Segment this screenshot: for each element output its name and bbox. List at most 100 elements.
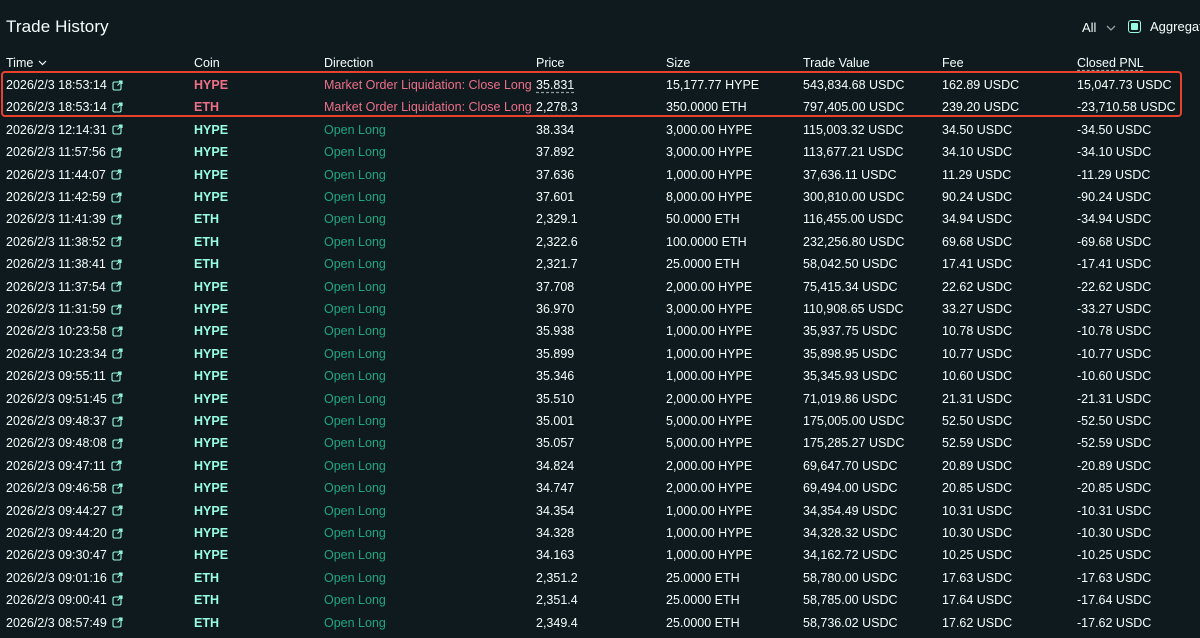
size-cell: 2,000.00 HYPE bbox=[666, 279, 753, 294]
direction-cell: Open Long bbox=[324, 481, 386, 496]
aggregate-toggle[interactable]: Aggregate bbox=[1128, 19, 1200, 34]
trade-time-cell: 2026/2/3 09:44:27 bbox=[6, 504, 123, 518]
external-link-icon[interactable] bbox=[111, 214, 122, 225]
size-cell: 25.0000 ETH bbox=[666, 615, 740, 630]
table-row: 2026/2/3 11:37:54 HYPE Open Long 37.708 2,00… bbox=[0, 276, 1200, 298]
fee-cell: 11.29 USDC bbox=[942, 167, 1012, 182]
coin-cell[interactable]: ETH bbox=[194, 212, 219, 227]
price-cell: 38.334 bbox=[536, 122, 575, 137]
coin-cell[interactable]: ETH bbox=[194, 615, 219, 630]
external-link-icon[interactable] bbox=[111, 236, 122, 247]
coin-cell[interactable]: ETH bbox=[194, 100, 219, 115]
column-header-price[interactable]: Price bbox=[536, 56, 565, 70]
coin-cell[interactable]: HYPE bbox=[194, 167, 229, 182]
trade-time: 2026/2/3 11:42:59 bbox=[6, 190, 106, 204]
size-cell: 25.0000 ETH bbox=[666, 570, 740, 585]
table-row: 2026/2/3 10:23:58 HYPE Open Long 35.938 1,00… bbox=[0, 320, 1200, 342]
price-cell: 2,351.4 bbox=[536, 593, 578, 608]
external-link-icon[interactable] bbox=[111, 191, 122, 203]
column-header-time-label: Time bbox=[6, 56, 34, 70]
column-header-trade-value[interactable]: Trade Value bbox=[803, 56, 870, 70]
external-link-icon[interactable] bbox=[111, 281, 122, 292]
table-row: 2026/2/3 11:44:07 HYPE Open Long 37.636 1,00… bbox=[0, 164, 1200, 186]
fee-cell: 34.50 USDC bbox=[942, 122, 1013, 137]
coin-cell[interactable]: ETH bbox=[194, 593, 219, 608]
closed-pnl-cell: -21.31 USDC bbox=[1077, 391, 1152, 406]
coin-cell[interactable]: HYPE bbox=[194, 302, 229, 316]
external-link-icon[interactable] bbox=[112, 483, 123, 494]
column-header-fee[interactable]: Fee bbox=[942, 56, 964, 70]
external-link-icon[interactable] bbox=[112, 527, 123, 539]
closed-pnl-cell: -10.30 USDC bbox=[1077, 526, 1152, 540]
closed-pnl-cell: -20.89 USDC bbox=[1077, 458, 1152, 473]
table-row: 2026/2/3 11:41:39 ETH Open Long 2,329.1 50.0… bbox=[0, 208, 1200, 230]
coin-cell[interactable]: HYPE bbox=[194, 346, 229, 361]
external-link-icon[interactable] bbox=[112, 79, 123, 91]
column-header-time[interactable]: Time bbox=[6, 56, 47, 70]
coin-cell[interactable]: HYPE bbox=[194, 391, 229, 406]
external-link-icon[interactable] bbox=[111, 371, 122, 382]
column-header-size[interactable]: Size bbox=[666, 56, 691, 70]
external-link-icon[interactable] bbox=[111, 303, 122, 315]
closed-pnl-cell: -17.62 USDC bbox=[1077, 615, 1152, 630]
coin-cell[interactable]: HYPE bbox=[194, 548, 229, 563]
external-link-icon[interactable] bbox=[111, 147, 122, 158]
direction-cell: Open Long bbox=[324, 212, 386, 227]
external-link-icon[interactable] bbox=[112, 415, 123, 427]
coin-cell[interactable]: HYPE bbox=[194, 190, 229, 204]
external-link-icon[interactable] bbox=[112, 595, 123, 606]
fee-cell: 10.25 USDC bbox=[942, 548, 1013, 563]
external-link-icon[interactable] bbox=[112, 617, 123, 628]
trade-time-cell: 2026/2/3 11:41:39 bbox=[6, 212, 122, 226]
price-cell: 34.163 bbox=[536, 548, 575, 563]
coin-cell[interactable]: HYPE bbox=[194, 145, 229, 160]
aggregate-checkbox[interactable] bbox=[1128, 20, 1141, 33]
coin-cell[interactable]: HYPE bbox=[194, 414, 229, 428]
coin-cell[interactable]: HYPE bbox=[194, 526, 229, 540]
external-link-icon[interactable] bbox=[112, 438, 123, 449]
external-link-icon[interactable] bbox=[111, 169, 122, 180]
trade-value-cell: 58,042.50 USDC bbox=[803, 257, 898, 272]
coin-cell[interactable]: HYPE bbox=[194, 481, 229, 496]
trade-time: 2026/2/3 08:57:49 bbox=[6, 615, 107, 630]
direction-filter-dropdown[interactable]: All bbox=[1082, 20, 1116, 35]
coin-cell[interactable]: HYPE bbox=[194, 369, 229, 384]
external-link-icon[interactable] bbox=[111, 460, 122, 471]
coin-cell[interactable]: HYPE bbox=[194, 436, 229, 451]
external-link-icon[interactable] bbox=[112, 572, 123, 583]
coin-cell[interactable]: HYPE bbox=[194, 324, 229, 339]
trade-time-cell: 2026/2/3 10:23:58 bbox=[6, 324, 123, 338]
trade-time-cell: 2026/2/3 09:44:20 bbox=[6, 526, 123, 540]
page-title: Trade History bbox=[6, 17, 109, 36]
external-link-icon[interactable] bbox=[112, 348, 123, 359]
external-link-icon[interactable] bbox=[112, 505, 123, 516]
direction-cell: Open Long bbox=[324, 548, 386, 563]
external-link-icon[interactable] bbox=[112, 393, 123, 404]
trade-time: 2026/2/3 11:38:52 bbox=[6, 234, 106, 249]
column-header-coin[interactable]: Coin bbox=[194, 56, 220, 70]
direction-cell: Open Long bbox=[324, 414, 386, 428]
external-link-icon[interactable] bbox=[112, 124, 123, 135]
closed-pnl-cell: -52.59 USDC bbox=[1077, 436, 1152, 451]
coin-cell[interactable]: HYPE bbox=[194, 78, 229, 92]
table-row: 2026/2/3 09:46:58 HYPE Open Long 34.747 2,00… bbox=[0, 477, 1200, 499]
coin-cell[interactable]: HYPE bbox=[194, 122, 229, 137]
coin-cell[interactable]: ETH bbox=[194, 234, 219, 249]
coin-cell[interactable]: ETH bbox=[194, 257, 219, 272]
direction-cell: Open Long bbox=[324, 324, 386, 339]
external-link-icon[interactable] bbox=[112, 102, 123, 113]
coin-cell[interactable]: HYPE bbox=[194, 458, 229, 473]
size-cell: 350.0000 ETH bbox=[666, 100, 747, 115]
coin-cell[interactable]: HYPE bbox=[194, 279, 229, 294]
trade-time: 2026/2/3 10:23:34 bbox=[6, 346, 107, 361]
external-link-icon[interactable] bbox=[111, 259, 122, 270]
external-link-icon[interactable] bbox=[112, 326, 123, 337]
coin-cell[interactable]: HYPE bbox=[194, 503, 229, 518]
coin-cell[interactable]: ETH bbox=[194, 570, 219, 585]
trade-time: 2026/2/3 11:31:59 bbox=[6, 302, 106, 316]
column-header-direction[interactable]: Direction bbox=[324, 56, 374, 70]
price-cell: 35.938 bbox=[536, 324, 575, 339]
trade-value-cell: 58,785.00 USDC bbox=[803, 593, 898, 608]
column-header-closed-pnl[interactable]: Closed PNL bbox=[1077, 56, 1144, 70]
external-link-icon[interactable] bbox=[112, 550, 123, 561]
